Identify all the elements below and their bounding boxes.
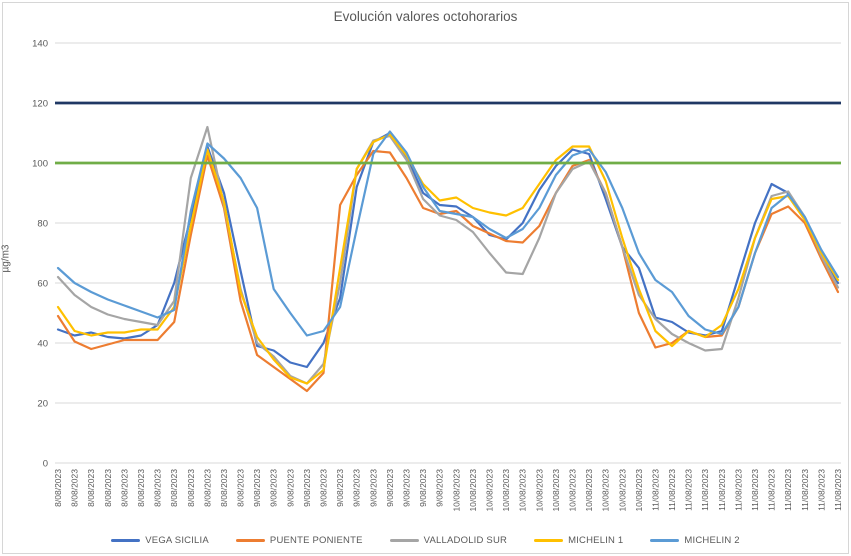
- chart-title: Evolución valores octohorarios: [333, 9, 518, 24]
- x-tick-label: 9/08/2023: [418, 469, 428, 507]
- y-tick-label: 140: [32, 39, 48, 50]
- series-line-michelin-2[interactable]: [56, 130, 840, 337]
- y-tick-label: 100: [32, 159, 48, 170]
- legend-label: VALLADOLID SUR: [423, 535, 508, 546]
- legend-swatch-valladolid-sur: [389, 539, 419, 542]
- legend-item-puente-poniente[interactable]: PUENTE PONIENTE: [235, 535, 363, 546]
- x-tick-label: 8/08/2023: [53, 469, 63, 507]
- x-tick-label: 9/08/2023: [335, 469, 345, 507]
- x-tick-label: 11/08/2023: [833, 469, 843, 511]
- x-tick-label: 8/08/2023: [136, 469, 146, 507]
- x-tick-label: 10/08/2023: [617, 469, 627, 512]
- x-tick-label: 11/08/2023: [816, 469, 826, 511]
- legend-swatch-puente-poniente: [235, 539, 265, 542]
- x-tick-label: 9/08/2023: [385, 469, 395, 507]
- legend-label: PUENTE PONIENTE: [269, 535, 363, 546]
- legend-item-michelin-2[interactable]: MICHELIN 2: [650, 535, 740, 546]
- series-line-michelin-1[interactable]: [56, 133, 840, 385]
- y-tick-label: 120: [32, 99, 48, 110]
- x-tick-label: 10/08/2023: [451, 469, 461, 512]
- x-tick-label: 9/08/2023: [352, 469, 362, 507]
- x-tick-label: 11/08/2023: [717, 469, 727, 511]
- x-tick-label: 11/08/2023: [650, 469, 660, 511]
- x-tick-label: 10/08/2023: [634, 469, 644, 512]
- x-tick-label: 11/08/2023: [684, 469, 694, 511]
- x-tick-label: 9/08/2023: [319, 469, 329, 507]
- x-tick-label: 11/08/2023: [667, 469, 677, 511]
- x-tick-label: 11/08/2023: [733, 469, 743, 511]
- x-tick-label: 8/08/2023: [219, 469, 229, 507]
- x-tick-label: 10/08/2023: [534, 469, 544, 512]
- legend-label: VEGA SICILIA: [145, 535, 209, 546]
- x-tick-label: 8/08/2023: [186, 469, 196, 507]
- x-tick-label: 8/08/2023: [169, 469, 179, 507]
- x-tick-label: 10/08/2023: [584, 469, 594, 512]
- y-tick-label: 40: [37, 339, 48, 350]
- x-tick-label: 10/08/2023: [601, 469, 611, 512]
- x-tick-label: 9/08/2023: [368, 469, 378, 507]
- x-tick-label: 8/08/2023: [236, 469, 246, 507]
- y-tick-label: 0: [43, 459, 48, 470]
- x-tick-label: 10/08/2023: [551, 469, 561, 512]
- legend: VEGA SICILIA PUENTE PONIENTE VALLADOLID SU…: [0, 535, 851, 546]
- x-tick-label: 9/08/2023: [285, 469, 295, 507]
- x-tick-label: 8/08/2023: [202, 469, 212, 507]
- legend-swatch-michelin-2: [650, 539, 680, 542]
- x-tick-label: 11/08/2023: [783, 469, 793, 511]
- x-tick-label: 10/08/2023: [501, 469, 511, 512]
- legend-swatch-vega-sicilia: [111, 539, 141, 542]
- x-tick-label: 8/08/2023: [70, 469, 80, 507]
- x-tick-label: 8/08/2023: [103, 469, 113, 507]
- x-tick-label: 10/08/2023: [518, 469, 528, 512]
- x-tick-label: 8/08/2023: [119, 469, 129, 507]
- x-tick-label: 9/08/2023: [269, 469, 279, 507]
- x-tick-label: 9/08/2023: [252, 469, 262, 507]
- x-tick-label: 11/08/2023: [750, 469, 760, 511]
- legend-label: MICHELIN 2: [684, 535, 740, 546]
- y-tick-label: 20: [37, 399, 48, 410]
- x-tick-label: 11/08/2023: [800, 469, 810, 511]
- legend-item-michelin-1[interactable]: MICHELIN 1: [534, 535, 623, 546]
- x-tick-label: 9/08/2023: [302, 469, 312, 507]
- x-tick-label: 10/08/2023: [468, 469, 478, 512]
- x-tick-label: 9/08/2023: [402, 469, 412, 507]
- series-line-valladolid-sur[interactable]: [56, 125, 840, 385]
- legend-swatch-michelin-1: [534, 539, 564, 542]
- series-line-puente-poniente[interactable]: [56, 149, 840, 393]
- legend-item-vega-sicilia[interactable]: VEGA SICILIA: [111, 535, 209, 546]
- series-line-vega-sicilia[interactable]: [56, 131, 840, 369]
- x-tick-label: 11/08/2023: [767, 469, 777, 511]
- x-tick-label: 10/08/2023: [567, 469, 577, 512]
- x-tick-label: 8/08/2023: [86, 469, 96, 507]
- x-tick-label: 11/08/2023: [700, 469, 710, 511]
- legend-item-valladolid-sur[interactable]: VALLADOLID SUR: [389, 535, 508, 546]
- x-tick-label: 10/08/2023: [484, 469, 494, 512]
- x-tick-label: 8/08/2023: [153, 469, 163, 507]
- x-tick-label: 9/08/2023: [435, 469, 445, 507]
- y-tick-label: 80: [37, 219, 48, 230]
- legend-label: MICHELIN 1: [568, 535, 624, 546]
- y-tick-label: 60: [37, 279, 48, 290]
